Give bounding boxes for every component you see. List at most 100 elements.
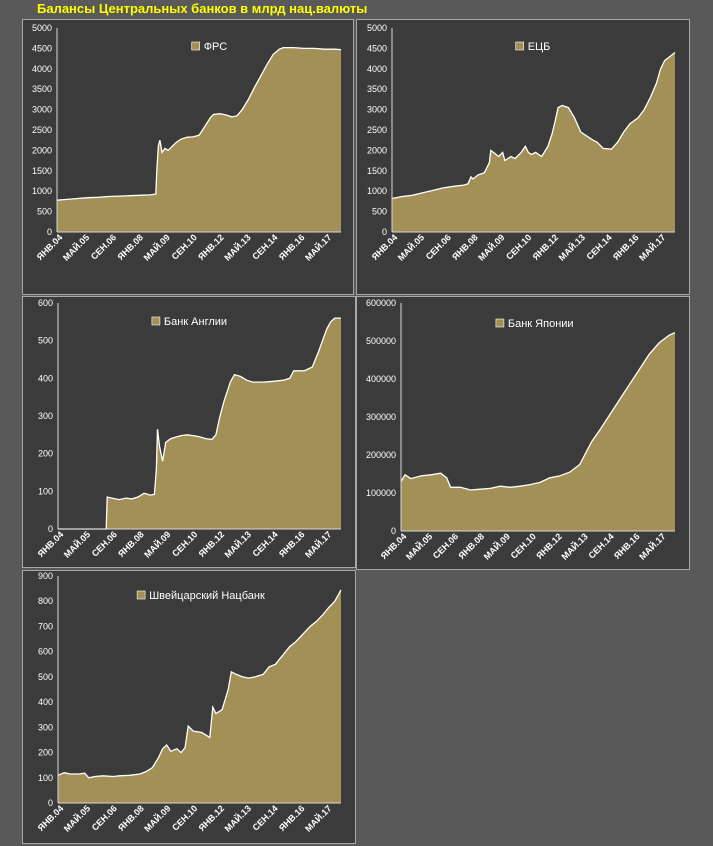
y-tick-label: 100000 (366, 488, 396, 498)
x-tick-label: СЕН.10 (170, 529, 199, 558)
series-area (57, 47, 341, 232)
x-tick-label: СЕН.14 (584, 232, 613, 261)
legend-swatch (191, 41, 200, 51)
x-tick-label: МАЙ.05 (403, 531, 434, 562)
x-tick-label: ЯНВ.12 (531, 232, 561, 262)
chart-svg: 0 500 1000 1500 2000 2500 3000 3500 4000 4500 5000… (32, 23, 342, 263)
y-tick-label: 0 (48, 798, 53, 808)
legend-swatch (495, 318, 505, 328)
x-tick-label: МАЙ.17 (302, 529, 333, 560)
x-tick-label: ЯНВ.12 (196, 232, 226, 262)
y-tick-label: 500 (37, 207, 52, 217)
x-tick-label: ЯНВ.16 (611, 232, 641, 262)
x-tick-label: СЕН.06 (90, 529, 119, 558)
x-tick-label: МАЙ.05 (395, 232, 426, 263)
x-tick-label: МАЙ.05 (60, 232, 91, 263)
x-tick-label: МАЙ.13 (556, 232, 587, 263)
x-tick-label: ЯНВ.08 (456, 531, 486, 561)
y-tick-label: 3000 (32, 105, 52, 115)
x-tick-label: ЯНВ.08 (450, 232, 480, 262)
y-tick-label: 4000 (32, 64, 52, 74)
y-tick-label: 0 (391, 526, 396, 536)
y-tick-label: 100 (38, 486, 53, 496)
y-tick-label: 500 (38, 672, 53, 682)
chart-panel-snb: 0 100 200 300 400 500 600 700 800 900 ЯНВ.04 МАЙ.05… (22, 570, 356, 844)
x-tick-label: СЕН.06 (89, 232, 118, 261)
y-tick-label: 1500 (367, 166, 387, 176)
x-tick-label: СЕН.10 (170, 232, 199, 261)
x-tick-label: ЯНВ.16 (612, 531, 642, 561)
x-tick-label: СЕН.06 (424, 232, 453, 261)
y-tick-label: 1000 (367, 186, 387, 196)
y-tick-label: 5000 (367, 23, 387, 33)
legend-label: Банк Японии (508, 318, 574, 330)
x-tick-label: СЕН.10 (509, 531, 538, 560)
x-tick-label: СЕН.10 (504, 232, 533, 261)
x-tick-label: МАЙ.17 (302, 803, 333, 834)
legend-swatch (151, 316, 161, 326)
x-tick-label: МАЙ.09 (476, 232, 507, 263)
y-tick-label: 2000 (32, 145, 52, 155)
legend-label: Банк Англии (164, 316, 227, 328)
x-tick-label: ЯНВ.16 (277, 232, 307, 262)
y-tick-label: 300000 (366, 412, 396, 422)
series-line (400, 332, 676, 491)
page-title: Балансы Центральных банков в млрд нац.ва… (37, 1, 368, 16)
x-tick-label: МАЙ.05 (61, 529, 92, 560)
y-tick-label: 200000 (366, 450, 396, 460)
y-tick-label: 2500 (32, 125, 52, 135)
legend-swatch (515, 41, 524, 51)
y-tick-label: 900 (38, 571, 53, 581)
series-area (58, 589, 341, 803)
legend: ЕЦБ (515, 41, 550, 53)
x-tick-label: МАЙ.09 (481, 531, 512, 562)
y-tick-label: 1000 (32, 186, 52, 196)
y-tick-label: 0 (382, 227, 387, 237)
series-line (391, 51, 676, 200)
x-tick-label: СЕН.06 (431, 531, 460, 560)
y-tick-label: 3500 (32, 84, 52, 94)
x-tick-label: ЯНВ.12 (197, 529, 227, 559)
y-tick-label: 5000 (32, 23, 52, 33)
legend: ФРС (191, 41, 228, 53)
y-tick-label: 4000 (367, 64, 387, 74)
chart-svg: 0100200300400500600ЯНВ.04МАЙ.05СЕН.06ЯНВ… (36, 298, 341, 560)
y-tick-label: 400 (38, 373, 53, 383)
y-tick-label: 0 (48, 524, 53, 534)
x-tick-label: МАЙ.13 (559, 531, 590, 562)
legend-label: Швейцарский Нацбанк (149, 590, 265, 602)
x-tick-label: МАЙ.09 (142, 529, 173, 560)
x-tick-label: МАЙ.13 (222, 529, 253, 560)
legend: Банк Англии (151, 316, 227, 328)
y-tick-label: 4500 (32, 43, 52, 53)
x-tick-label: СЕН.14 (250, 529, 279, 558)
legend: Швейцарский Нацбанк (136, 590, 265, 602)
x-tick-label: МАЙ.13 (222, 232, 253, 263)
x-tick-label: МАЙ.17 (637, 531, 668, 562)
x-tick-label: СЕН.14 (250, 803, 279, 832)
y-tick-label: 2000 (367, 145, 387, 155)
x-tick-label: МАЙ.13 (222, 803, 253, 834)
x-tick-label: СЕН.14 (586, 531, 615, 560)
x-tick-label: МАЙ.09 (141, 232, 172, 263)
x-tick-label: СЕН.10 (170, 803, 199, 832)
series-line (56, 46, 342, 201)
y-tick-label: 600 (38, 647, 53, 657)
legend-label: ФРС (204, 41, 228, 53)
y-tick-label: 600000 (366, 298, 396, 308)
y-tick-label: 600 (38, 298, 53, 308)
legend-swatch (136, 590, 146, 600)
series-area (401, 332, 675, 531)
x-tick-label: СЕН.06 (90, 803, 119, 832)
chart-panel-boj: 0 100000 200000 300000 400000 500000 600000 ЯНВ… (356, 296, 690, 570)
x-tick-label: ЯНВ.16 (277, 529, 307, 559)
y-tick-label: 300 (38, 411, 53, 421)
y-tick-label: 100 (38, 773, 53, 783)
y-tick-label: 2500 (367, 125, 387, 135)
legend: Банк Японии (495, 318, 574, 330)
chart-panel-boe: 0 100 200 300 400 500 600 ЯНВ.04 МАЙ.05 СЕН.06 ЯНВ… (22, 296, 356, 568)
x-tick-label: МАЙ.17 (636, 232, 667, 263)
x-tick-label: ЯНВ.08 (116, 803, 146, 833)
y-tick-label: 0 (47, 227, 52, 237)
y-tick-label: 800 (38, 596, 53, 606)
